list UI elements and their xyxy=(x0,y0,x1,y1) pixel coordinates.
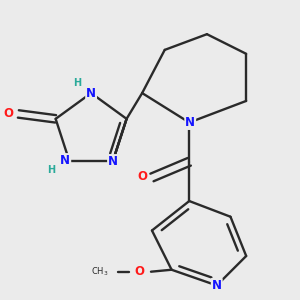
Text: CH$_3$: CH$_3$ xyxy=(91,266,109,278)
Text: N: N xyxy=(86,87,96,100)
Text: N: N xyxy=(185,116,195,129)
Text: H: H xyxy=(47,165,56,176)
Text: O: O xyxy=(134,265,144,278)
Text: N: N xyxy=(212,279,222,292)
Text: N: N xyxy=(60,154,70,167)
Text: N: N xyxy=(108,155,118,168)
Text: O: O xyxy=(4,107,14,120)
Text: H: H xyxy=(73,78,81,88)
Text: O: O xyxy=(137,170,147,183)
